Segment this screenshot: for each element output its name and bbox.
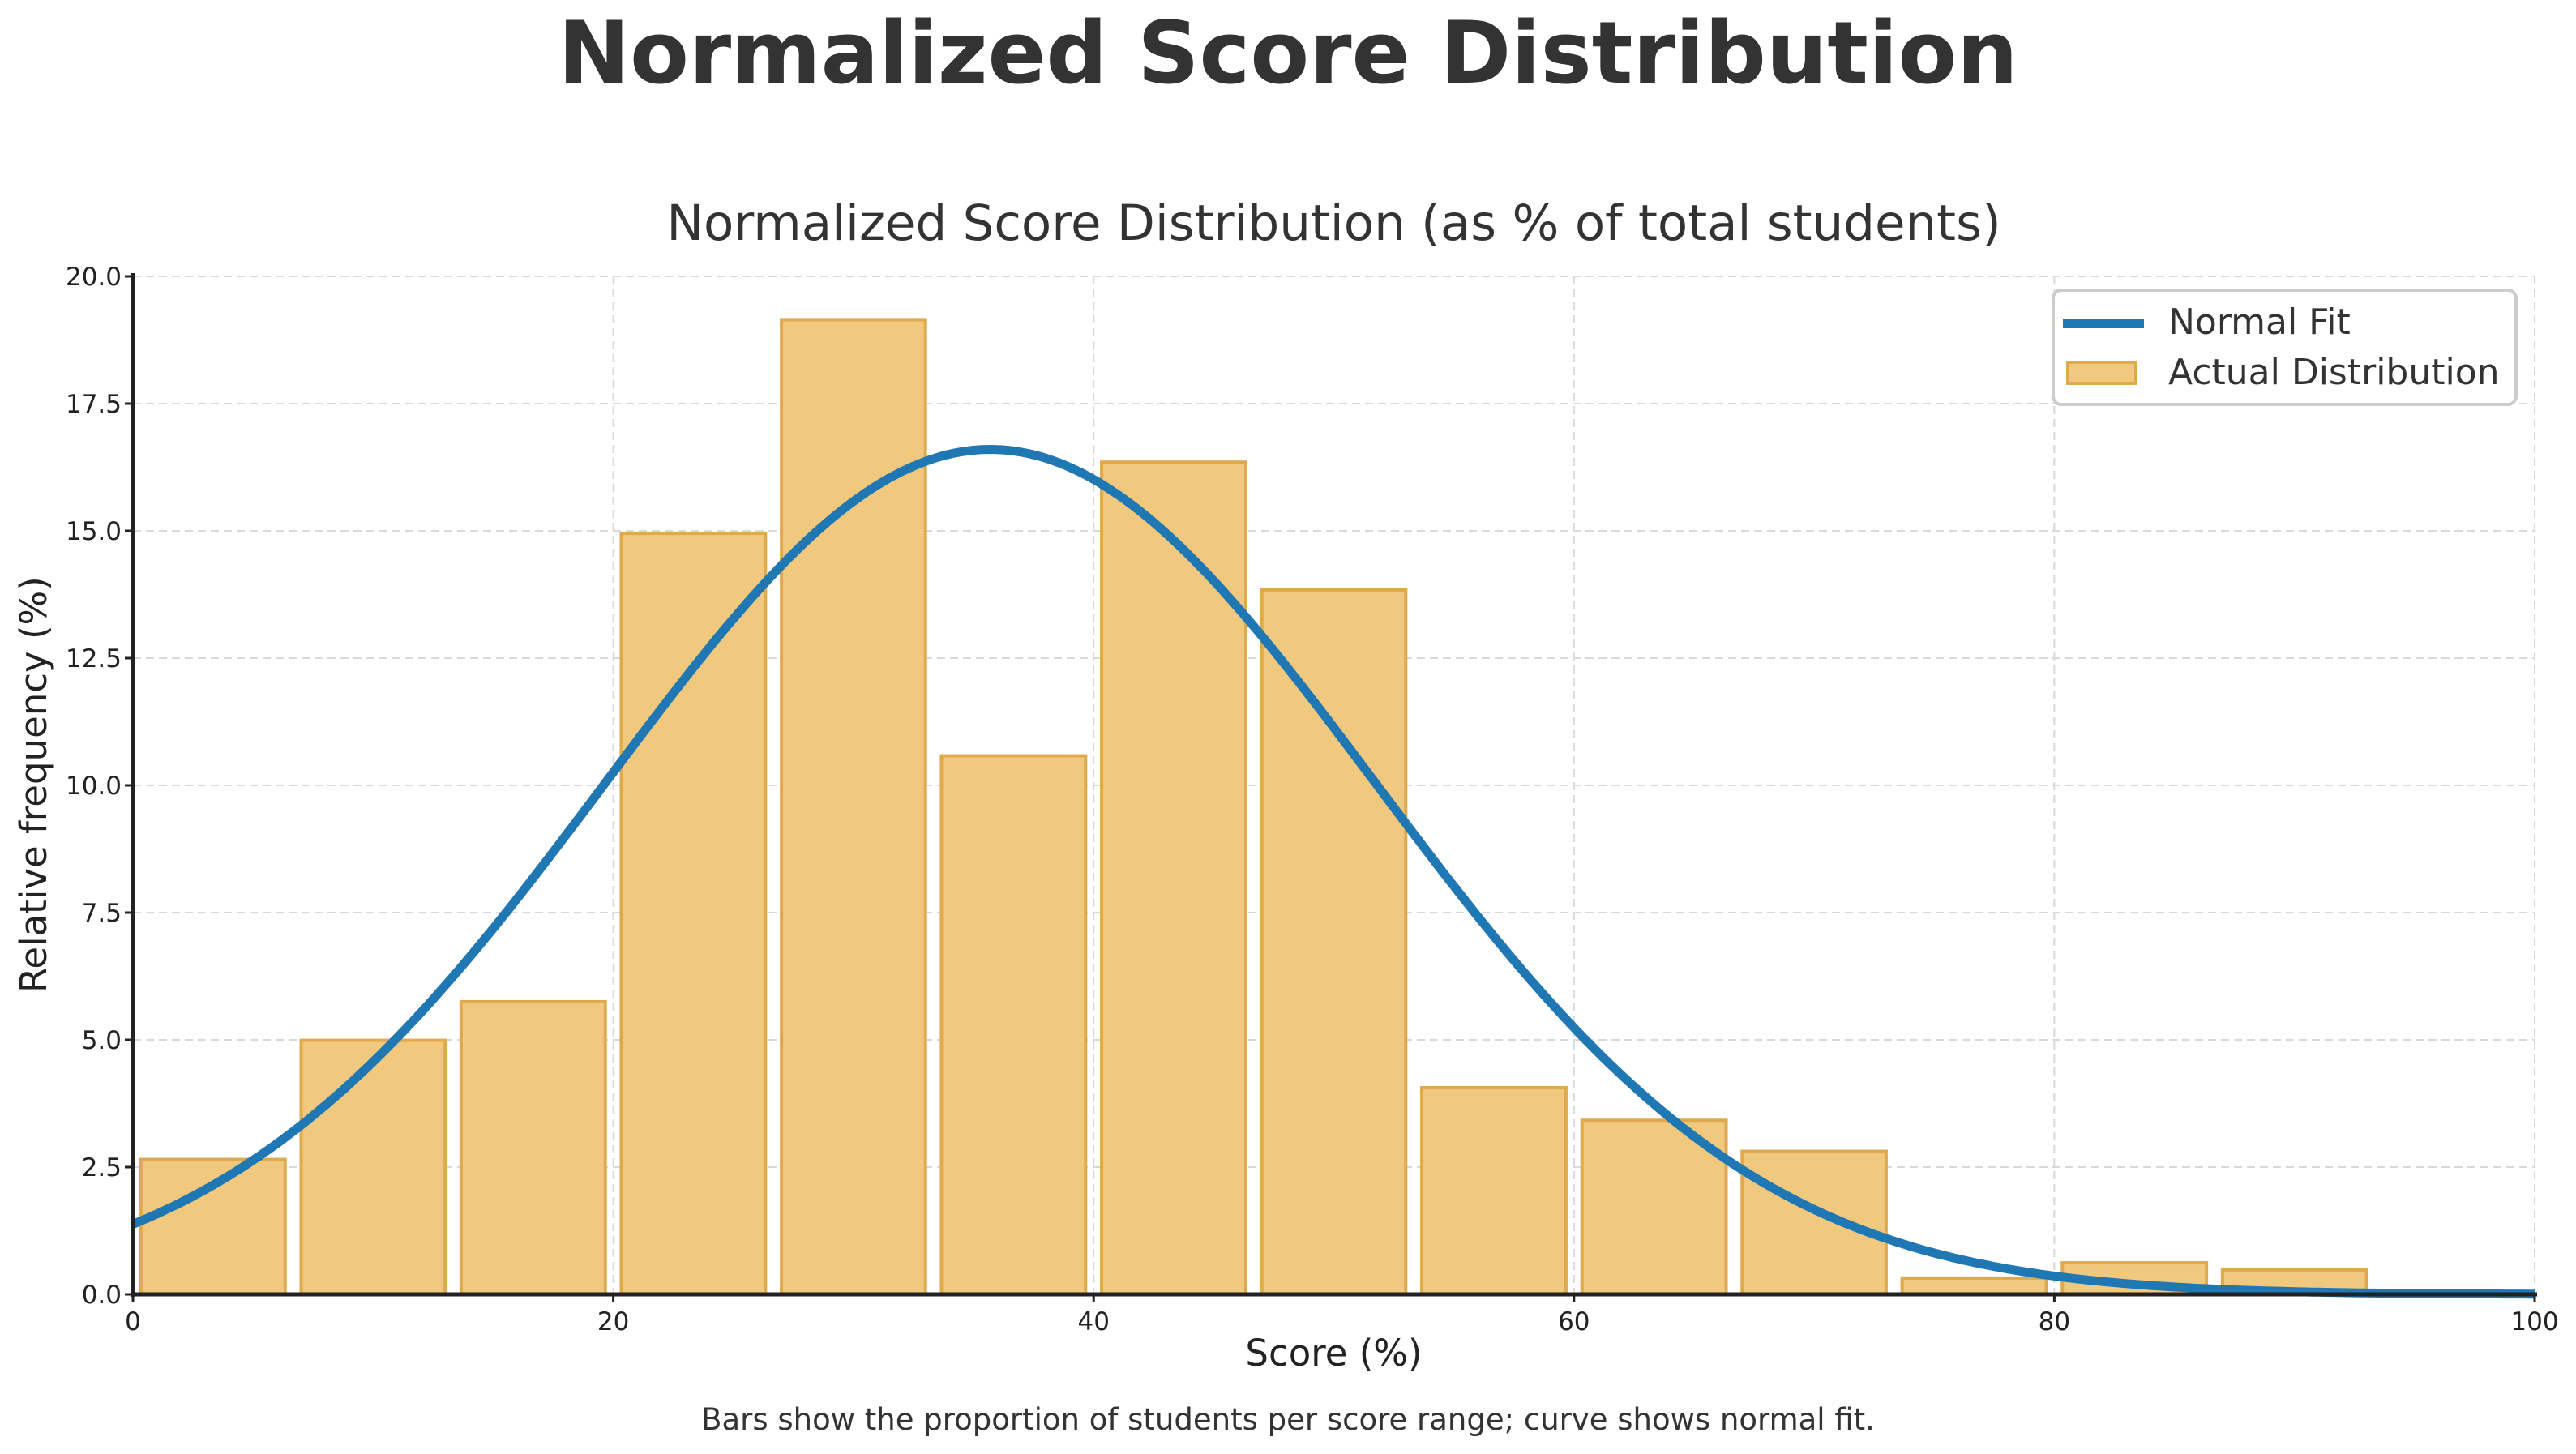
- patch-swatch-icon: [2066, 361, 2137, 385]
- x-tick-label: 40: [1077, 1307, 1109, 1336]
- figure-title: Normalized Score Distribution: [558, 3, 2018, 103]
- histogram-bar: [1580, 1118, 1728, 1296]
- histogram-bar: [1900, 1276, 2048, 1297]
- histogram-bar: [139, 1157, 287, 1296]
- footnote-caption: Bars show the proportion of students per…: [701, 1402, 1875, 1437]
- x-tick-label: 20: [597, 1307, 629, 1336]
- histogram-bar: [780, 318, 927, 1296]
- legend-item-actual-distribution: Actual Distribution: [2055, 350, 2514, 399]
- y-tick-label: 20.0: [66, 263, 122, 292]
- y-tick-label: 10.0: [66, 772, 122, 801]
- y-tick-label: 2.5: [82, 1153, 122, 1182]
- y-axis-ticks: 0.0 2.5 5.0 7.5 10.0 12.5 15.0 17.5 20.0: [66, 263, 133, 1310]
- histogram-bar: [619, 532, 768, 1296]
- legend-label: Normal Fit: [2168, 301, 2351, 343]
- histogram-bar: [1740, 1149, 1888, 1296]
- line-swatch-icon: [2063, 319, 2144, 328]
- y-tick-label: 5.0: [82, 1026, 122, 1055]
- y-tick-label: 17.5: [66, 390, 122, 419]
- x-tick-label: 60: [1558, 1307, 1590, 1336]
- x-tick-label: 80: [2039, 1307, 2070, 1336]
- histogram-bar: [1260, 588, 1408, 1296]
- y-tick-label: 7.5: [82, 899, 122, 928]
- histogram-bar: [1100, 460, 1247, 1296]
- legend: Normal Fit Actual Distribution: [2052, 289, 2518, 406]
- x-axis-ticks: 0 20 40 60 80 100: [125, 1294, 2559, 1336]
- chart-title: Normalized Score Distribution (as % of t…: [666, 195, 2001, 252]
- y-tick-label: 15.0: [66, 517, 122, 546]
- histogram-bars: [139, 318, 2368, 1297]
- histogram-bar: [299, 1038, 447, 1297]
- histogram-bar: [939, 754, 1088, 1296]
- histogram-bar: [459, 999, 607, 1297]
- y-axis-label: Relative frequency (%): [12, 576, 55, 993]
- histogram-bar: [1420, 1086, 1568, 1296]
- legend-item-normal-fit: Normal Fit: [2055, 298, 2514, 347]
- y-tick-label: 12.5: [66, 644, 122, 674]
- x-tick-label: 100: [2510, 1307, 2558, 1336]
- y-tick-label: 0.0: [82, 1281, 122, 1310]
- legend-label: Actual Distribution: [2168, 352, 2500, 393]
- normal-fit-curve: [131, 445, 2535, 1299]
- x-tick-label: 0: [125, 1307, 141, 1336]
- x-axis-label: Score (%): [1245, 1332, 1423, 1375]
